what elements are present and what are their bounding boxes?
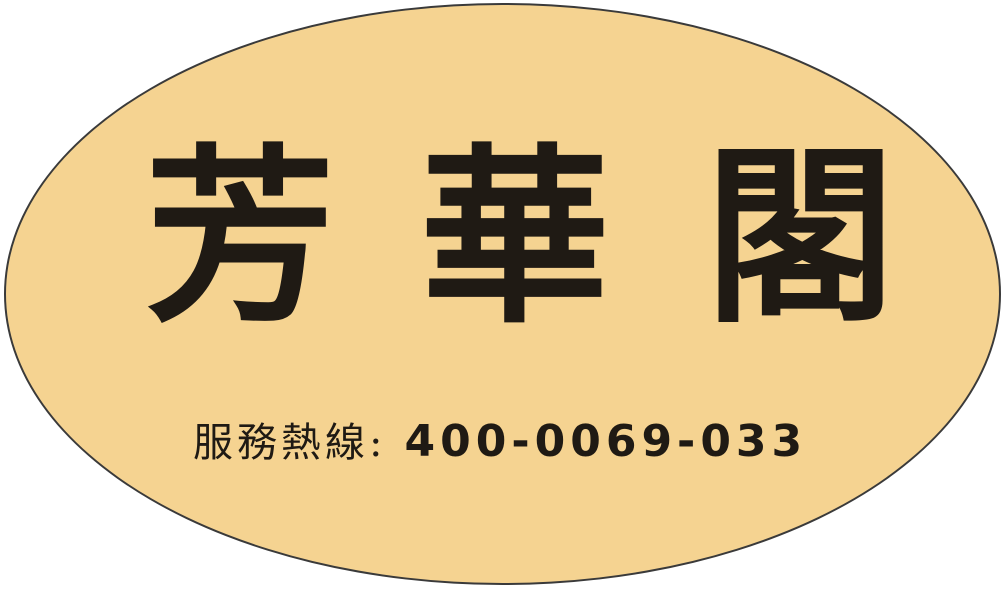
brand-char-3: 閣	[704, 126, 895, 349]
brand-char-1: 芳	[144, 126, 335, 349]
brand-char-2: 華	[419, 126, 610, 349]
brand-name: 芳 華 閣	[0, 128, 1007, 348]
hotline-colon: :	[369, 420, 383, 466]
oval-sign-background	[4, 3, 1001, 585]
hotline-label: 服務熱線	[193, 420, 369, 466]
hotline-number: 400-0069-033	[404, 416, 808, 467]
service-hotline: 服務熱線: 400-0069-033	[193, 412, 807, 472]
